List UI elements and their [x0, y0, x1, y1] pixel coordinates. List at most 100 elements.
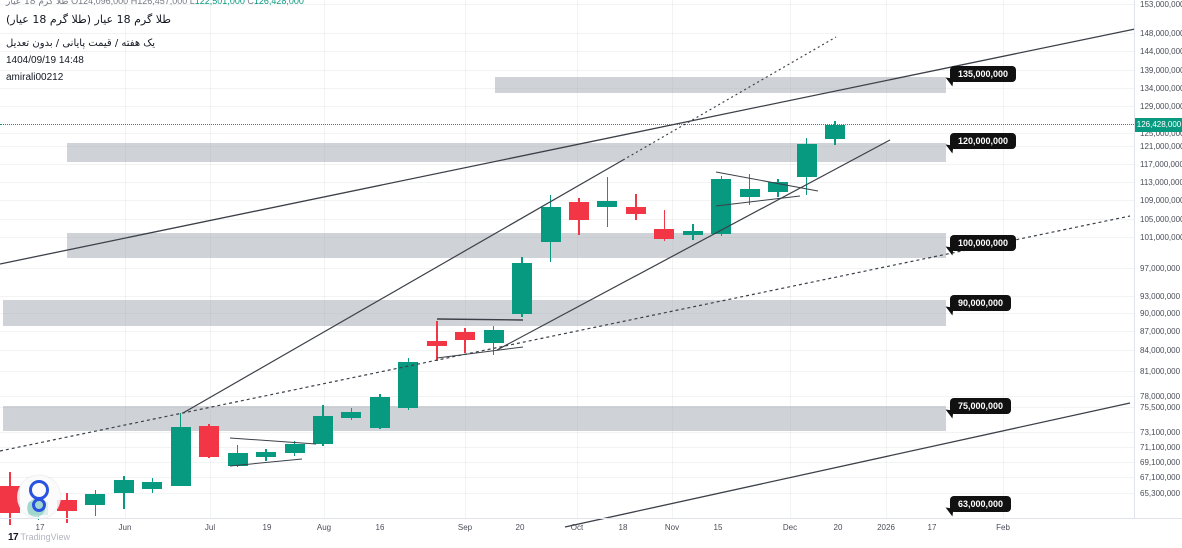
price-tick-label: 121,000,000 — [1140, 142, 1182, 151]
candle-down — [0, 486, 20, 513]
candle-up — [369, 396, 390, 428]
candle-up — [597, 201, 618, 208]
price-tick-label: 148,000,000 — [1140, 29, 1182, 38]
candle-down — [455, 331, 476, 341]
price-tick-label: 69,100,000 — [1140, 458, 1181, 467]
h-gridline — [0, 493, 1134, 494]
symbol-short-label: طلا گرم 18 عیار — [6, 0, 69, 7]
supply-demand-zone[interactable] — [495, 77, 946, 93]
label-tail — [944, 246, 954, 256]
time-tick-label: Dec — [782, 523, 798, 532]
price-tick-label: 84,000,000 — [1140, 346, 1181, 355]
candle-up — [483, 330, 504, 343]
current-price-badge: 126,428,000 — [1135, 118, 1182, 132]
supply-demand-zone[interactable] — [3, 406, 946, 431]
candle-up — [739, 189, 760, 197]
price-tick-label: 71,100,000 — [1140, 443, 1181, 452]
h-gridline — [0, 33, 1134, 34]
interval-description[interactable]: یک هفته / قیمت پایانی / بدون تعدیل — [6, 38, 156, 49]
ohlc-legend-row: طلا گرم 18 عیار O124,096,000 H126,457,00… — [6, 0, 304, 7]
price-tick-label: 117,000,000 — [1140, 160, 1182, 169]
h-gridline — [0, 4, 1134, 5]
price-tick-label: 144,000,000 — [1140, 47, 1182, 56]
v-gridline — [125, 0, 126, 518]
candle-up — [256, 451, 277, 458]
label-tail — [944, 144, 954, 154]
candle-up — [796, 144, 817, 178]
time-tick-label: 15 — [713, 523, 723, 532]
candle-up — [540, 207, 561, 242]
close-value: 126,428,000 — [253, 0, 304, 6]
price-tick-label: 134,000,000 — [1140, 84, 1182, 93]
tradingview-logo-mark: 17 — [8, 532, 19, 543]
h-gridline — [0, 182, 1134, 183]
candle-up — [113, 480, 134, 493]
price-tick-label: 81,000,000 — [1140, 367, 1181, 376]
candle-up — [284, 444, 305, 453]
h-gridline — [0, 51, 1134, 52]
price-tick-label: 109,000,000 — [1140, 196, 1182, 205]
time-tick-label: 20 — [515, 523, 525, 532]
h-gridline — [0, 371, 1134, 372]
time-tick-label: 19 — [262, 523, 272, 532]
current-price-line — [0, 124, 1134, 125]
time-tick-label: Jul — [204, 523, 216, 532]
open-value: 124,096,000 — [78, 0, 129, 6]
price-tick-label: 101,000,000 — [1140, 233, 1182, 242]
time-tick-label: 18 — [618, 523, 628, 532]
tradingview-logo-text: TradingView — [20, 532, 70, 542]
h-gridline — [0, 106, 1134, 107]
price-tick-label: 129,000,000 — [1140, 102, 1182, 111]
price-tick-label: 90,000,000 — [1140, 309, 1181, 318]
time-tick-label: 17 — [35, 523, 45, 532]
price-tick-label: 125,000,000 — [1140, 129, 1182, 138]
price-level-label[interactable]: 63,000,000 — [944, 496, 1012, 517]
price-level-label[interactable]: 100,000,000 — [944, 235, 1017, 256]
logo-icon — [16, 474, 62, 520]
tradingview-logo[interactable]: 17 TradingView — [8, 532, 70, 543]
price-level-label[interactable]: 135,000,000 — [944, 66, 1017, 87]
price-tick-label: 67,100,000 — [1140, 473, 1181, 482]
price-tick-label: 78,000,000 — [1140, 392, 1181, 401]
label-tail — [944, 409, 954, 419]
candle-up — [142, 482, 163, 489]
low-label: L — [189, 0, 195, 6]
time-tick-label: 20 — [833, 523, 843, 532]
candle-up — [768, 182, 789, 192]
supply-demand-zone[interactable] — [67, 233, 946, 258]
candle-down — [625, 207, 646, 215]
time-tick-label: Sep — [457, 523, 473, 532]
time-tick-label: Oct — [570, 523, 584, 532]
h-gridline — [0, 268, 1134, 269]
h-gridline — [0, 200, 1134, 201]
time-tick-label: 2026 — [877, 523, 895, 532]
price-tick-label: 93,000,000 — [1140, 292, 1181, 301]
symbol-title[interactable]: طلا گرم 18 عیار (طلا گرم 18 عیار) — [6, 13, 172, 26]
v-gridline — [465, 0, 466, 518]
price-level-label[interactable]: 90,000,000 — [944, 295, 1012, 316]
close-label: C — [247, 0, 254, 6]
time-tick-label: Nov — [664, 523, 680, 532]
h-gridline — [0, 331, 1134, 332]
price-axis[interactable]: 126,428,000 153,000,000 148,000,000 144,00… — [1134, 0, 1182, 518]
time-tick-label: Aug — [316, 523, 332, 532]
candle-up — [711, 179, 732, 234]
price-tick-label: 105,000,000 — [1140, 215, 1182, 224]
price-tick-label: 73,100,000 — [1140, 428, 1181, 437]
channel-logo-watermark — [16, 474, 62, 525]
label-tail — [944, 507, 954, 517]
supply-demand-zone[interactable] — [3, 300, 946, 326]
time-axis[interactable]: 17 Jun Jul 19 Aug 16 Sep 20 Oct 18 Nov 15 Dec 20 2026 1… — [0, 518, 1182, 537]
candle-up — [682, 230, 703, 235]
price-level-label[interactable]: 120,000,000 — [944, 133, 1017, 154]
time-tick-label: 17 — [927, 523, 937, 532]
price-tick-label: 153,000,000 — [1140, 0, 1182, 9]
price-level-label[interactable]: 75,000,000 — [944, 398, 1012, 419]
price-tick-label: 139,000,000 — [1140, 66, 1182, 75]
low-value: 122,501,000 — [194, 0, 245, 6]
high-label: H — [130, 0, 138, 6]
candle-up — [341, 412, 362, 419]
candle-down — [56, 499, 77, 512]
chart-plot-area[interactable]: 135,000,000 120,000,000 100,000,000 90,000,… — [0, 0, 1134, 525]
